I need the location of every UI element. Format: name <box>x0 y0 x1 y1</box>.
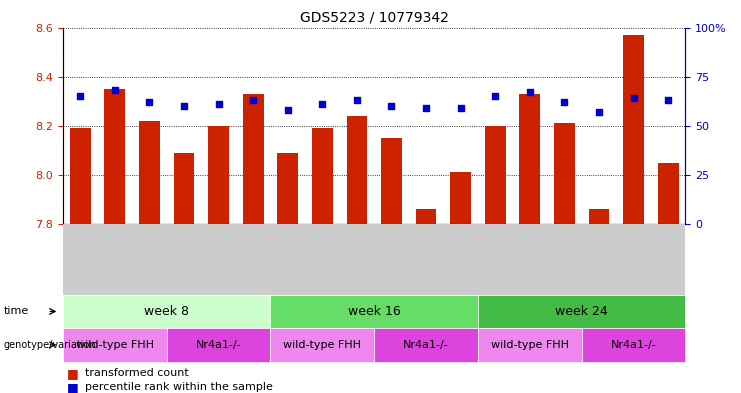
Text: transformed count: transformed count <box>85 368 189 378</box>
Bar <box>623 35 644 224</box>
Bar <box>104 89 125 224</box>
Text: Nr4a1-/-: Nr4a1-/- <box>611 340 657 350</box>
Text: Nr4a1-/-: Nr4a1-/- <box>403 340 449 350</box>
Point <box>178 103 190 109</box>
Bar <box>416 209 436 224</box>
Bar <box>243 94 264 224</box>
Point <box>559 99 571 105</box>
Point <box>74 93 86 99</box>
Title: GDS5223 / 10779342: GDS5223 / 10779342 <box>300 11 448 25</box>
Text: Nr4a1-/-: Nr4a1-/- <box>196 340 242 350</box>
Bar <box>451 173 471 224</box>
Bar <box>485 126 505 224</box>
Text: week 16: week 16 <box>348 305 401 318</box>
Text: percentile rank within the sample: percentile rank within the sample <box>85 382 273 392</box>
Text: ■: ■ <box>67 380 79 393</box>
Point <box>282 107 293 113</box>
Point <box>593 109 605 115</box>
Text: wild-type FHH: wild-type FHH <box>283 340 362 350</box>
Bar <box>347 116 368 224</box>
Text: ■: ■ <box>67 367 79 380</box>
Point <box>385 103 397 109</box>
Point <box>524 89 536 95</box>
Point <box>109 87 121 94</box>
Bar <box>139 121 160 224</box>
Bar <box>277 153 298 224</box>
Text: time: time <box>4 307 29 316</box>
Text: week 8: week 8 <box>144 305 189 318</box>
Text: genotype/variation: genotype/variation <box>4 340 96 350</box>
Bar <box>312 128 333 224</box>
Point <box>144 99 156 105</box>
Bar <box>519 94 540 224</box>
Bar <box>554 123 575 224</box>
Point <box>213 101 225 107</box>
Bar <box>381 138 402 224</box>
Bar <box>658 163 679 224</box>
Point <box>316 101 328 107</box>
Point <box>351 97 363 103</box>
Text: wild-type FHH: wild-type FHH <box>491 340 569 350</box>
Text: week 24: week 24 <box>555 305 608 318</box>
Bar <box>70 128 90 224</box>
Point <box>420 105 432 111</box>
Point <box>489 93 501 99</box>
Point <box>455 105 467 111</box>
Text: wild-type FHH: wild-type FHH <box>76 340 154 350</box>
Point <box>247 97 259 103</box>
Point <box>628 95 639 101</box>
Bar <box>208 126 229 224</box>
Point <box>662 97 674 103</box>
Bar <box>588 209 609 224</box>
Bar <box>173 153 194 224</box>
